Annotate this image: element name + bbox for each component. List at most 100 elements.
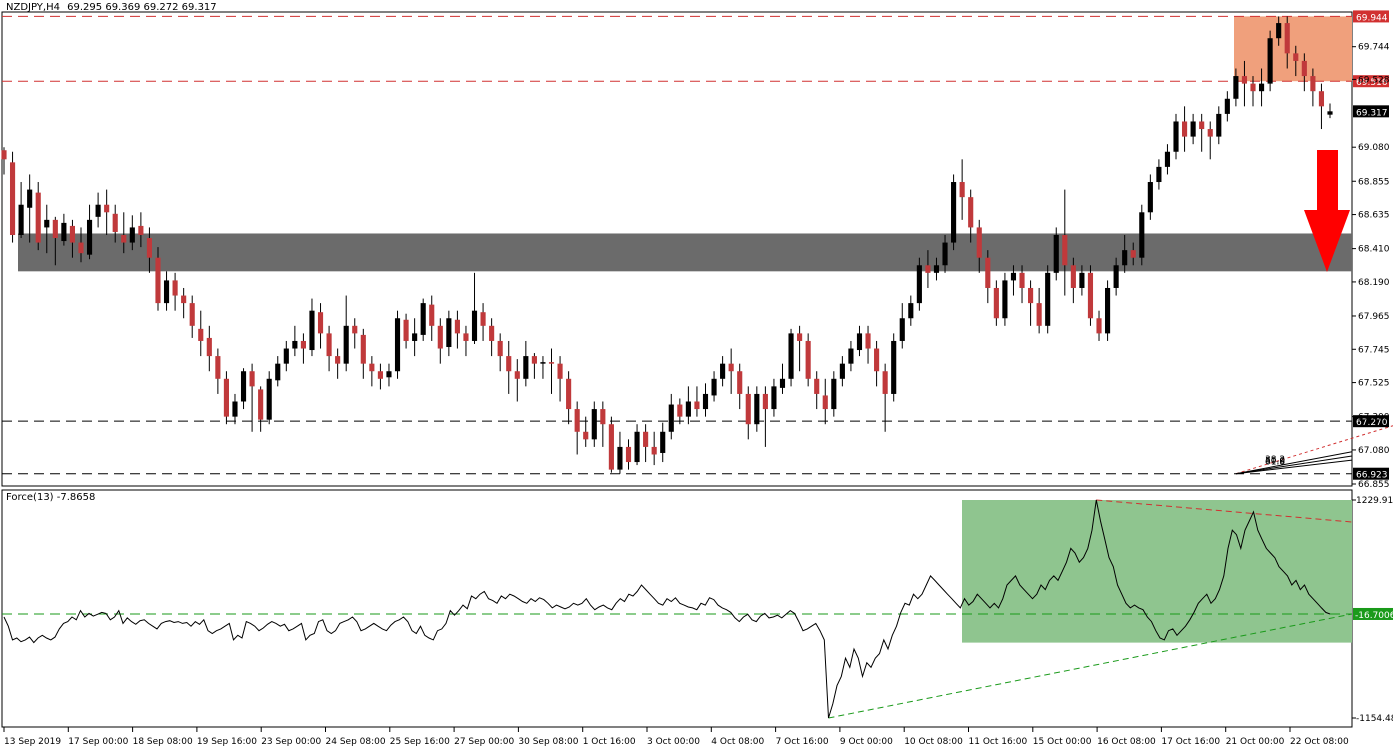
candle-body — [471, 310, 478, 341]
force-highlight-zone — [962, 500, 1352, 643]
candle-body — [728, 363, 734, 372]
candle-body — [771, 386, 777, 410]
candle-body — [95, 204, 101, 217]
candle-body — [1310, 76, 1316, 92]
candle-body — [35, 192, 41, 243]
candle-body — [891, 340, 897, 394]
candle-body — [908, 303, 914, 319]
price-axis: 69.944 69.516 67.270 66.923 69.744 69.528 69.0… — [1352, 10, 1390, 490]
candle-body — [1190, 121, 1196, 137]
candle-body — [531, 356, 537, 364]
candle-body — [685, 401, 691, 417]
candle-body — [1250, 83, 1256, 92]
ohlc-label: 69.295 69.369 69.272 69.317 — [67, 2, 217, 13]
candle-body — [1139, 212, 1145, 258]
candle-body — [429, 304, 435, 326]
candle-body — [916, 265, 922, 304]
candle-body — [463, 333, 469, 341]
candle-body — [506, 356, 512, 372]
candle-body — [1087, 272, 1094, 319]
candle-body — [163, 280, 170, 304]
candle-body — [523, 356, 529, 379]
candle-body — [608, 424, 614, 470]
candle-body — [1199, 121, 1205, 130]
candle-body — [548, 362, 555, 364]
candle-body — [69, 225, 76, 243]
candle-body — [1053, 234, 1059, 273]
candle-body — [865, 333, 871, 349]
candle-body — [925, 265, 931, 273]
price-tick-label: 69.528 — [1358, 75, 1390, 85]
candle-body — [61, 222, 67, 242]
candle-body — [976, 227, 982, 258]
symbol-label: NZDJPY,H4 — [6, 2, 60, 13]
candle-body — [1224, 98, 1230, 114]
candle-body — [343, 325, 349, 364]
candle-body — [762, 393, 768, 410]
candle-body — [1276, 23, 1282, 39]
force-panel: -16.7006 1229.910 -1154.480 Force(13) -7.8… — [1, 489, 1393, 728]
candle-body — [1318, 91, 1325, 107]
candle-body — [874, 348, 880, 372]
force-level-label: -16.7006 — [1355, 611, 1393, 621]
candle-body — [856, 333, 863, 351]
candle-body — [292, 340, 298, 349]
time-tick-label: 18 Sep 08:00 — [133, 737, 193, 747]
time-tick-label: 19 Sep 16:00 — [197, 737, 257, 747]
time-tick-label: 4 Oct 08:00 — [711, 737, 764, 747]
candle-body — [300, 340, 306, 349]
candle-body — [129, 227, 135, 243]
candle-body — [275, 363, 281, 381]
candle-body — [1258, 83, 1265, 92]
candle-body — [352, 325, 358, 334]
time-tick-label: 25 Sep 16:00 — [390, 737, 450, 747]
price-tick-label: 67.080 — [1358, 446, 1390, 456]
fan-level-label: 61.8 — [1265, 457, 1285, 467]
force-series-line — [3, 499, 1331, 719]
price-panel: 38.250.061.8 69.94469.51667.27066.92369.… — [1, 2, 1393, 490]
candle-body — [993, 287, 999, 319]
candle-body — [1156, 166, 1162, 183]
level-label: 66.923 — [1356, 471, 1388, 481]
time-tick-label: 24 Sep 08:00 — [326, 737, 386, 747]
candle-body — [189, 303, 195, 326]
candle-body — [138, 225, 144, 235]
candle-body — [625, 446, 632, 463]
level-label-bg — [1353, 467, 1389, 480]
candle-body — [514, 371, 520, 379]
time-tick-label: 17 Oct 16:00 — [1161, 737, 1220, 747]
candle-body — [677, 404, 683, 417]
candle-body — [420, 303, 426, 335]
candle-body — [104, 204, 110, 213]
candle-body — [745, 393, 751, 425]
support-zone — [18, 233, 1352, 272]
time-axis: 13 Sep 2019 17 Sep 00:00 18 Sep 08:00 19 Se… — [3, 727, 1349, 747]
price-tick-label: 67.525 — [1358, 379, 1390, 389]
candle-body — [112, 213, 118, 232]
candle-body — [660, 431, 666, 453]
time-tick-label: 3 Oct 00:00 — [647, 737, 700, 747]
candle-body — [386, 371, 392, 378]
resistance-zone — [1234, 16, 1352, 82]
candle-body — [711, 378, 717, 396]
current-price-label: 69.317 — [1356, 108, 1388, 118]
candle-body — [651, 446, 657, 455]
candle-body — [1079, 272, 1085, 288]
price-tick-label: 68.190 — [1358, 278, 1390, 288]
level-label: 67.270 — [1356, 418, 1388, 428]
candle-body — [848, 348, 854, 364]
level-label-bg — [1353, 415, 1389, 428]
candle-body — [44, 219, 50, 228]
candle-body — [360, 334, 366, 364]
candle-body — [1130, 250, 1136, 258]
force-zone-rect — [962, 500, 1352, 643]
candle-body — [232, 401, 238, 417]
candle-body — [805, 340, 811, 379]
candle-body — [617, 446, 623, 470]
time-tick-label: 16 Oct 08:00 — [1097, 737, 1156, 747]
candle-body — [309, 310, 315, 351]
candle-body — [86, 219, 93, 255]
candle-body — [1182, 121, 1188, 137]
candle-body — [369, 363, 375, 372]
